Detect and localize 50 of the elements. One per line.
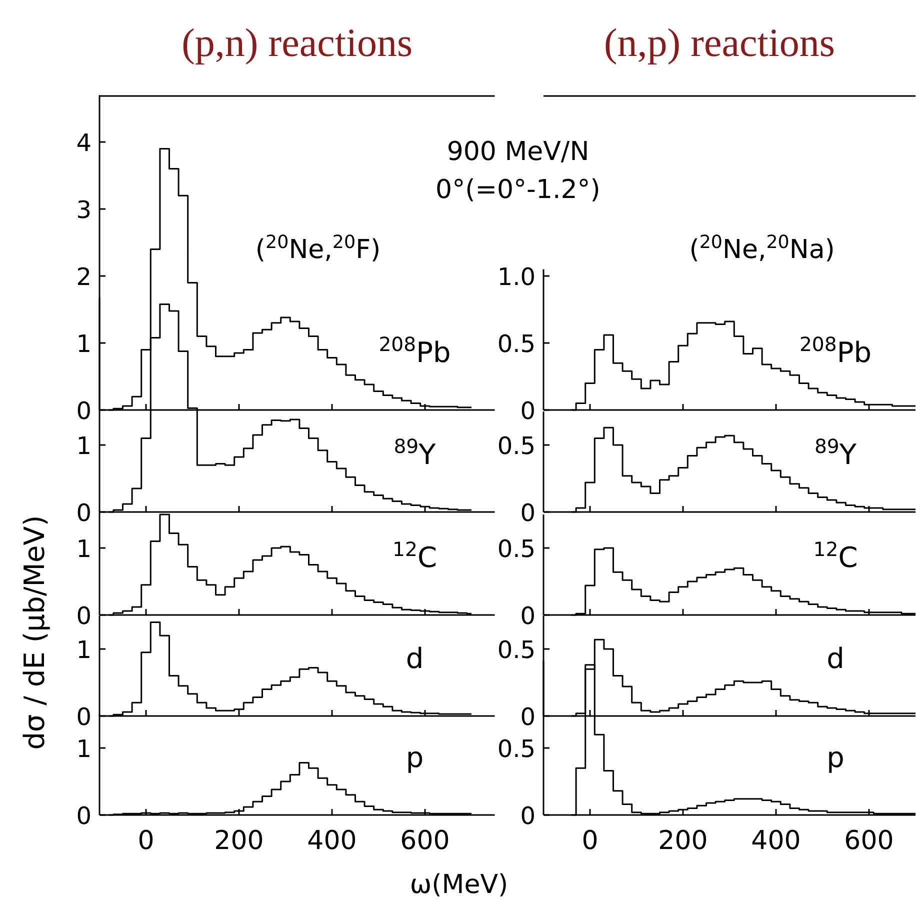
x-tick-label: 400 — [307, 826, 357, 856]
x-tick-label: 600 — [844, 826, 894, 856]
y-tick-label: 1 — [76, 432, 92, 460]
y-tick-label: 1 — [76, 636, 92, 664]
annotation: $^{12}$C — [392, 538, 437, 574]
x-tick-label: 200 — [214, 826, 264, 856]
annotation: $^{208}$Pb — [378, 332, 451, 369]
chart-title: (n,p) reactions — [604, 20, 836, 65]
y-tick-label: 0 — [520, 802, 536, 830]
x-axis-title: ω(MeV) — [410, 870, 508, 900]
y-tick-label: 1 — [76, 535, 92, 563]
y-tick-label: 0 — [76, 499, 92, 527]
y-tick-label: 3 — [76, 196, 92, 224]
annotation: p — [826, 741, 844, 774]
y-tick-label: 0.5 — [497, 330, 536, 358]
annotation: ($^{20}$Ne,$^{20}$F) — [255, 232, 381, 265]
annotation: 0°(=0°-1.2°) — [436, 175, 600, 205]
x-tick-label: 400 — [751, 826, 801, 856]
y-tick-label: 0 — [520, 397, 536, 425]
y-tick-label: 0.5 — [497, 535, 536, 563]
x-tick-label: 0 — [138, 826, 154, 856]
chart-title: (p,n) reactions — [182, 20, 413, 65]
y-tick-label: 0.5 — [497, 735, 536, 763]
y-tick-label: 1.0 — [497, 263, 536, 291]
y-tick-label: 2 — [76, 263, 92, 291]
y-tick-label: 0 — [76, 802, 92, 830]
y-tick-label: 0 — [76, 703, 92, 731]
x-tick-label: 0 — [582, 826, 598, 856]
y-tick-label: 0 — [76, 397, 92, 425]
annotation: $^{89}$Y — [394, 434, 437, 471]
y-tick-label: 0 — [520, 602, 536, 630]
y-tick-label: 1 — [76, 735, 92, 763]
x-tick-label: 200 — [658, 826, 708, 856]
annotation: $^{89}$Y — [814, 434, 858, 471]
y-axis-title: dσ / dE (μb/MeV) — [18, 515, 51, 750]
y-tick-label: 4 — [76, 129, 92, 157]
x-tick-label: 600 — [400, 826, 450, 856]
text: ($^{20}$Ne,$^{20}$Na) — [689, 232, 835, 265]
y-tick-label: 0.5 — [497, 432, 536, 460]
annotation: $^{12}$C — [813, 538, 858, 574]
annotation: 900 MeV/N — [446, 137, 590, 167]
y-tick-label: 0 — [76, 602, 92, 630]
y-tick-label: 0 — [520, 703, 536, 731]
y-tick-label: 1 — [76, 330, 92, 358]
annotation: d — [406, 642, 424, 675]
y-tick-label: 0.5 — [497, 636, 536, 664]
y-tick-label: 0 — [520, 499, 536, 527]
annotation: $^{208}$Pb — [799, 332, 872, 369]
annotation: d — [826, 642, 844, 675]
annotation: p — [406, 741, 424, 774]
